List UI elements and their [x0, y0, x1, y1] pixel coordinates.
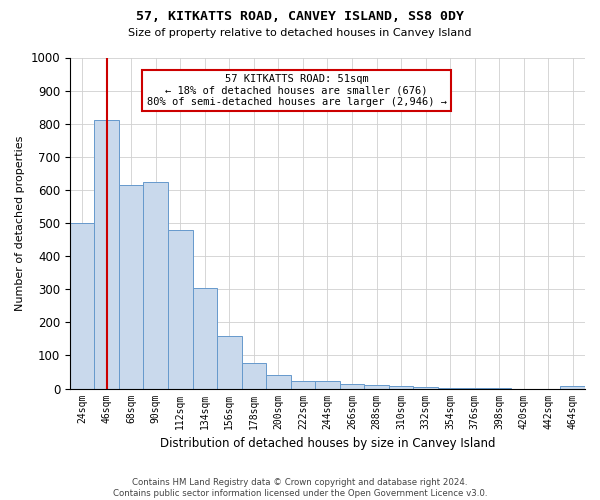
Bar	[560, 386, 585, 388]
Text: 57, KITKATTS ROAD, CANVEY ISLAND, SS8 0DY: 57, KITKATTS ROAD, CANVEY ISLAND, SS8 0D…	[136, 10, 464, 23]
Bar	[290, 382, 315, 388]
Text: Size of property relative to detached houses in Canvey Island: Size of property relative to detached ho…	[128, 28, 472, 38]
Bar	[193, 288, 217, 388]
Y-axis label: Number of detached properties: Number of detached properties	[15, 136, 25, 310]
X-axis label: Distribution of detached houses by size in Canvey Island: Distribution of detached houses by size …	[160, 437, 495, 450]
Bar	[315, 382, 340, 388]
Text: Contains HM Land Registry data © Crown copyright and database right 2024.
Contai: Contains HM Land Registry data © Crown c…	[113, 478, 487, 498]
Bar	[119, 185, 143, 388]
Bar	[143, 182, 168, 388]
Bar	[340, 384, 364, 388]
Bar	[217, 336, 242, 388]
Bar	[413, 387, 438, 388]
Bar	[266, 374, 290, 388]
Bar	[168, 230, 193, 388]
Bar	[242, 362, 266, 388]
Bar	[389, 386, 413, 388]
Bar	[94, 120, 119, 388]
Bar	[364, 385, 389, 388]
Bar	[70, 223, 94, 388]
Text: 57 KITKATTS ROAD: 51sqm
← 18% of detached houses are smaller (676)
80% of semi-d: 57 KITKATTS ROAD: 51sqm ← 18% of detache…	[146, 74, 446, 108]
